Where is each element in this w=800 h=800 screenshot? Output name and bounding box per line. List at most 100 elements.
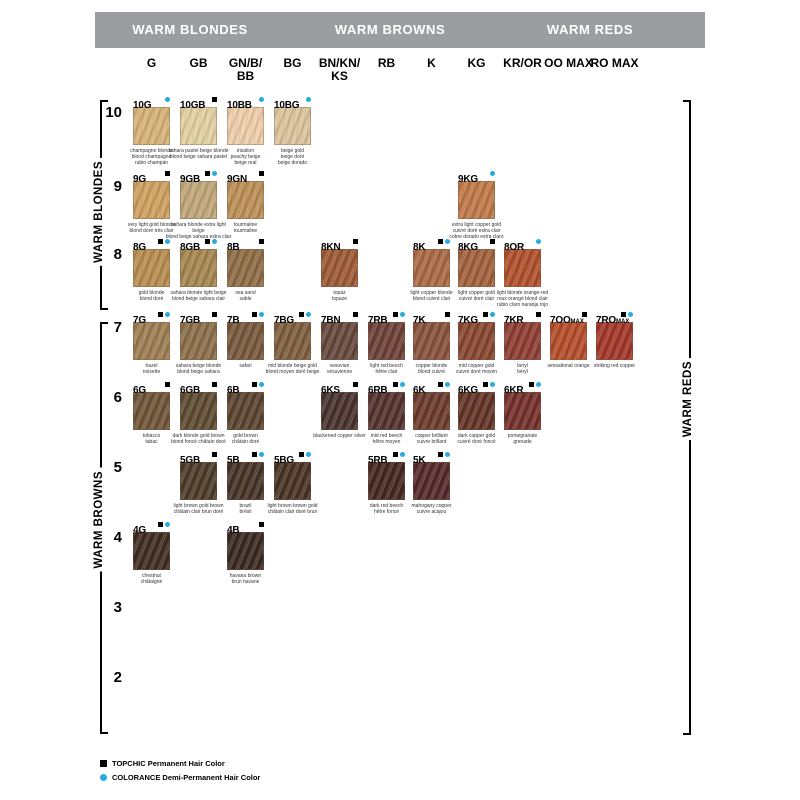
hair-swatch-10bb [227, 107, 264, 145]
swatch-description-line: noisette [142, 369, 161, 375]
swatch-card-8kg: 8KG light copper gold cuivré doré clair [458, 237, 495, 302]
swatch-description-line: irisation [236, 148, 255, 154]
level-label-10: 10 [105, 104, 122, 121]
swatch-description-line: cobre dorado extra claro [449, 234, 504, 240]
hair-swatch-9gn [227, 181, 264, 219]
swatch-card-5bg: 5BG light brown brown gold châtain clair d… [267, 450, 318, 515]
topchic-square-icon [438, 452, 443, 457]
swatch-description-line: light brown gold brown [173, 503, 224, 509]
swatch-description-line: cuivré doré clair [458, 296, 495, 302]
hair-swatch-6k [413, 392, 450, 430]
swatch-markers [353, 239, 358, 244]
swatch-description: dark copper gold cuivré doré foncé [443, 433, 511, 445]
swatch-code: 6K [413, 385, 426, 396]
topchic-square-icon [252, 312, 257, 317]
swatch-description-line: châtain clair brun doré [173, 509, 224, 515]
swatch-description-line: rubio claro naranja rojo [496, 302, 549, 308]
swatch-description-line: blond beige sahara pastel [169, 154, 228, 160]
swatch-code: 10GB [180, 100, 206, 111]
swatch-code: 7BG [274, 315, 294, 326]
swatch-description: mid blonde beige gold blond moyen doré be… [259, 363, 327, 375]
swatch-description-line: beige real [234, 160, 257, 166]
swatch-markers [205, 171, 217, 176]
hair-swatch-7k [413, 322, 450, 360]
hair-swatch-7bn [321, 322, 358, 360]
colorance-dot-icon [400, 382, 405, 387]
swatch-code: 6KR [504, 385, 524, 396]
swatch-description: light brown gold brown châtain clair brun… [165, 503, 233, 515]
swatch-description-line: beryl [517, 363, 528, 369]
column-header-g: G [127, 57, 177, 70]
topchic-square-icon [259, 239, 264, 244]
swatch-description: striking red copper [581, 363, 649, 369]
swatch-code-row: 7BN [321, 310, 358, 326]
swatch-card-6b: 6B gold brown châtain doré [227, 380, 264, 445]
swatch-card-10g: 10G champagne blonde blond champagne rubio … [130, 95, 173, 166]
swatch-card-5k: 5K mahogany copper cuivre acajou [411, 450, 452, 515]
swatch-description: sahara beige blonde blond beige sahara [165, 363, 233, 375]
colorance-dot-icon [445, 452, 450, 457]
swatch-markers [158, 522, 170, 527]
swatch-code-row: 6KS [321, 380, 358, 396]
topchic-square-icon [483, 312, 488, 317]
level-label-2: 2 [113, 669, 122, 686]
swatch-code-row: 5B [227, 450, 264, 466]
swatch-markers [582, 312, 587, 317]
swatch-description: mahogany copper cuivre acajou [398, 503, 466, 515]
swatch-description-line: cuivré doré moyen [455, 369, 498, 375]
swatch-code-row: 6KG [458, 380, 495, 396]
swatch-description-line: sable [239, 296, 252, 302]
swatch-description: copper blonde blond cuivré [398, 363, 466, 375]
swatch-description-line: sahara beige blonde [175, 363, 222, 369]
swatch-markers [212, 312, 217, 317]
topchic-square-icon [299, 312, 304, 317]
swatch-description-line: peachy beige [230, 154, 261, 160]
colorance-dot-icon [100, 774, 107, 781]
swatch-description: chestnut châtaigne [118, 573, 186, 585]
column-header-line: KS [331, 69, 348, 83]
swatch-markers [536, 312, 541, 317]
swatch-description-line: blond moyen doré beige [265, 369, 320, 375]
bracket-tick [683, 733, 691, 735]
topchic-square-icon [393, 382, 398, 387]
swatch-description-line: châtain clair doré brun [267, 509, 318, 515]
swatch-code: 9GN [227, 174, 247, 185]
hair-swatch-7bg [274, 322, 311, 360]
swatch-description: topaz topaze [306, 290, 374, 302]
swatch-description-line: gold brown [233, 433, 258, 439]
column-header-bn-kn-ks: BN/KN/KS [315, 57, 365, 83]
swatch-markers [158, 239, 170, 244]
hair-swatch-8kg [458, 249, 495, 287]
swatch-description-line: light blonde orange-red [496, 290, 549, 296]
colorance-dot-icon [165, 312, 170, 317]
swatch-code: 7B [227, 315, 240, 326]
swatch-description-line: grenade [513, 439, 532, 445]
swatch-markers [212, 97, 217, 102]
swatch-markers [483, 312, 495, 317]
topchic-square-icon [212, 452, 217, 457]
swatch-code-row: 6KR [504, 380, 541, 396]
swatch-description-line: very light gold blonde [127, 222, 176, 228]
swatch-card-7b: 7B safari [227, 310, 264, 369]
swatch-code-row: 5GB [180, 450, 217, 466]
swatch-description-line: blond beige sahara clair [171, 296, 226, 302]
topchic-square-icon [529, 382, 534, 387]
topchic-square-icon [259, 522, 264, 527]
swatch-markers [483, 382, 495, 387]
hair-swatch-7ro [596, 322, 633, 360]
level-label-5: 5 [113, 459, 122, 476]
swatch-description-line: mid red beech [370, 433, 403, 439]
swatch-description: vesuvian vésuvienne [306, 363, 374, 375]
topchic-square-icon [212, 382, 217, 387]
swatch-code: 10BB [227, 100, 252, 111]
swatch-description: light copper blonde blond cuivré clair [398, 290, 466, 302]
level-label-3: 3 [113, 599, 122, 616]
column-header-gb: GB [174, 57, 224, 70]
swatch-code: 6KS [321, 385, 340, 396]
colorance-dot-icon [400, 312, 405, 317]
topchic-square-icon [438, 239, 443, 244]
swatch-code-suffix: MAX [570, 319, 584, 325]
column-header-line: KG [467, 56, 486, 70]
swatch-code: 8KG [458, 242, 478, 253]
column-header-ro-max: RO MAX [590, 57, 640, 70]
